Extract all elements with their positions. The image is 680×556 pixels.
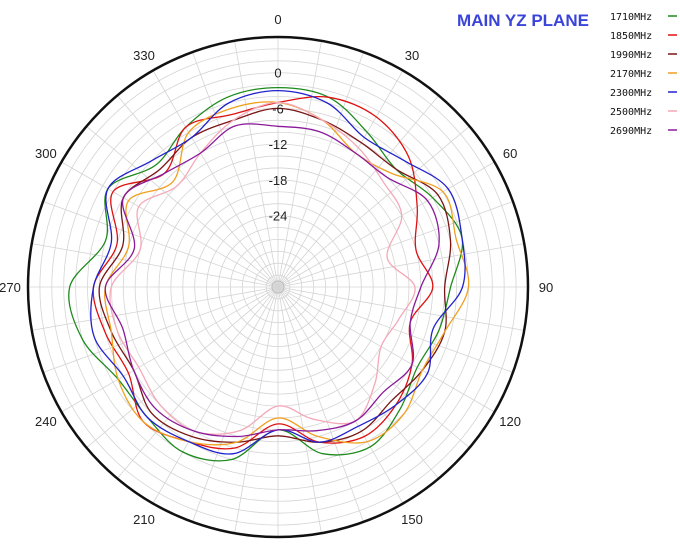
grid-spoke xyxy=(192,286,279,523)
legend-label: 1850MHz xyxy=(610,31,652,42)
legend-label: 2500MHz xyxy=(610,107,652,118)
grid-spoke xyxy=(277,161,495,288)
radial-tick-label: -24 xyxy=(269,209,288,224)
grid-spoke xyxy=(277,286,404,504)
series-layer xyxy=(68,86,470,462)
grid-spoke xyxy=(277,201,514,288)
angle-tick-label: 270 xyxy=(0,280,21,295)
legend: 1710MHz 1850MHz 1990MHz 2170MHz 2300MHz 2500M… xyxy=(610,12,677,137)
grid-spoke xyxy=(42,286,279,373)
grid-spoke xyxy=(277,286,525,331)
grid-spoke xyxy=(192,51,279,288)
series-line-3 xyxy=(104,101,470,446)
angle-tick-label: 330 xyxy=(133,48,155,63)
legend-label: 1710MHz xyxy=(610,12,652,23)
grid-spoke xyxy=(31,286,279,331)
grid-spoke xyxy=(61,286,279,413)
angle-tick-label: 240 xyxy=(35,414,57,429)
grid-spoke xyxy=(277,286,440,479)
outer-ring xyxy=(26,35,530,539)
grid-spoke xyxy=(152,286,279,504)
grid-spoke xyxy=(31,243,279,288)
series-line-1 xyxy=(92,96,434,450)
grid-spoke xyxy=(277,286,364,523)
angle-tick-label: 150 xyxy=(401,512,423,527)
grid-spoke xyxy=(277,70,404,288)
grid-spoke xyxy=(277,95,440,288)
angle-tick-label: 0 xyxy=(274,12,281,27)
grid-spoke xyxy=(277,243,525,288)
radial-tick-label: -18 xyxy=(269,173,288,188)
chart-title: MAIN YZ PLANE xyxy=(457,11,589,30)
grid-spoke xyxy=(116,95,279,288)
legend-label: 2690MHz xyxy=(610,126,652,137)
angle-tick-label: 300 xyxy=(35,146,57,161)
grid-spoke xyxy=(152,70,279,288)
grid-spoke xyxy=(277,40,322,288)
angle-tick-label: 90 xyxy=(539,280,553,295)
angle-tick-label: 210 xyxy=(133,512,155,527)
grid-spoke xyxy=(234,40,279,288)
grid-spoke xyxy=(116,286,279,479)
legend-label: 2170MHz xyxy=(610,69,652,80)
grid-spoke xyxy=(42,201,279,288)
grid-spoke xyxy=(86,286,279,449)
center-marker xyxy=(271,280,285,294)
series-line-6 xyxy=(104,123,440,438)
radial-tick-label: 0 xyxy=(274,66,281,81)
grid-spoke xyxy=(86,125,279,288)
series-line-5 xyxy=(109,101,416,435)
radial-tick-label: -12 xyxy=(269,137,288,152)
grid-spoke xyxy=(277,286,322,534)
grid-spoke xyxy=(277,286,514,373)
legend-label: 2300MHz xyxy=(610,88,652,99)
grid-spoke xyxy=(234,286,279,534)
grid-spoke xyxy=(277,125,470,288)
grid-spoke xyxy=(277,51,364,288)
angle-tick-label: 120 xyxy=(499,414,521,429)
grid-spoke xyxy=(277,286,495,413)
angle-tick-label: 30 xyxy=(405,48,419,63)
radial-tick-label: -6 xyxy=(272,101,284,116)
legend-label: 1990MHz xyxy=(610,50,652,61)
grid-spoke xyxy=(277,286,470,449)
grid-spoke xyxy=(61,161,279,288)
angle-tick-label: 60 xyxy=(503,146,517,161)
